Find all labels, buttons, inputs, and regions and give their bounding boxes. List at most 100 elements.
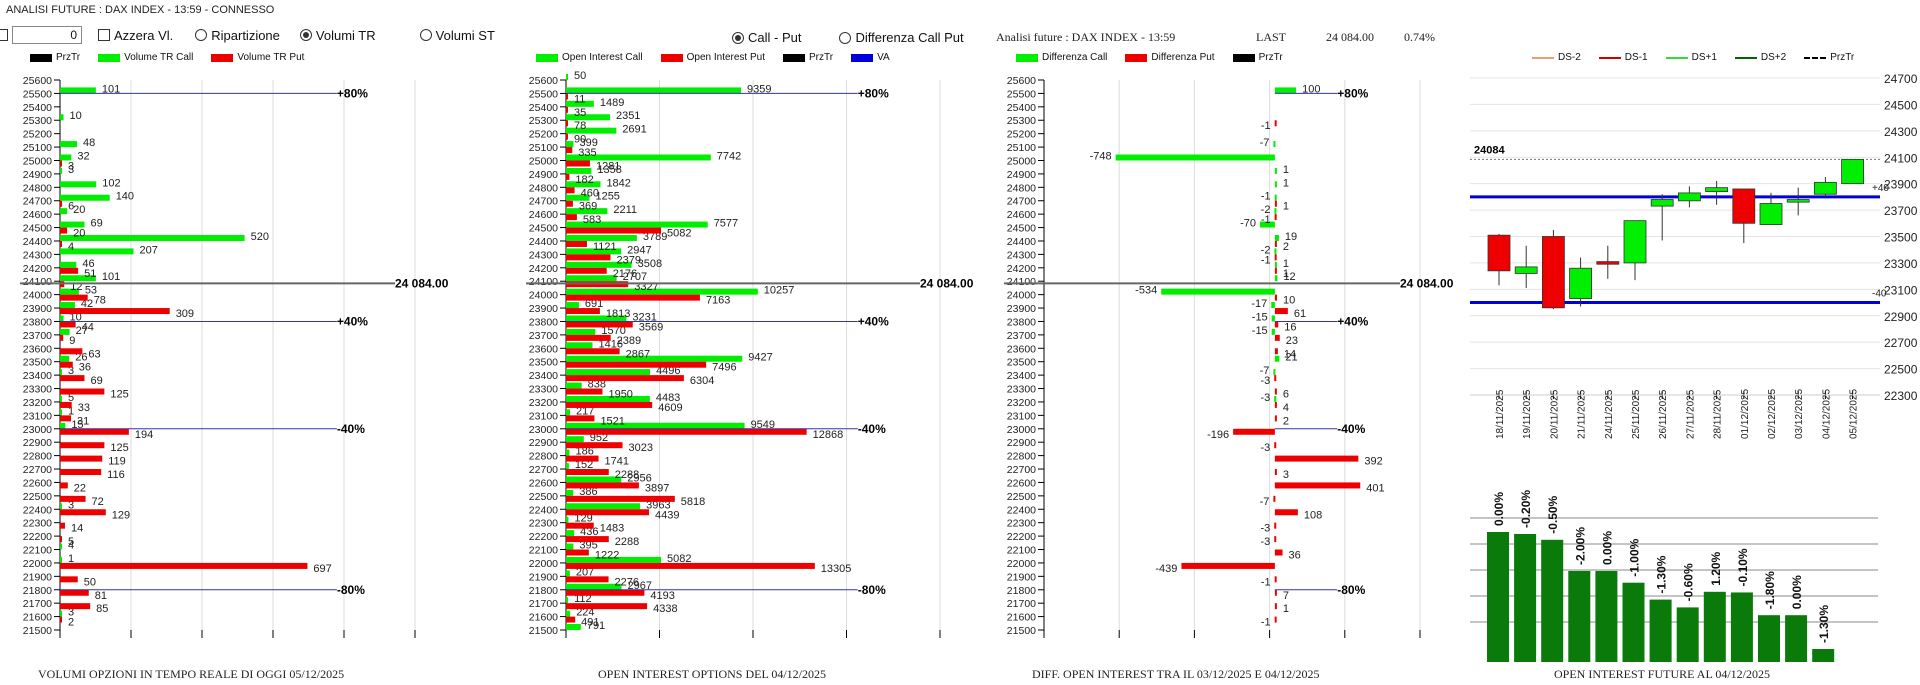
- candle-body: [1487, 234, 1511, 272]
- data-label: -534: [1135, 285, 1157, 297]
- y-tick-label: 21900: [1007, 571, 1036, 583]
- data-label: 81: [95, 590, 107, 602]
- data-label: 520: [251, 231, 269, 243]
- data-label: 224: [576, 607, 594, 619]
- y-tick-label: 25100: [23, 142, 52, 154]
- data-label: 22: [74, 482, 86, 494]
- data-label: 2947: [627, 244, 651, 256]
- y-tick-label: 24000: [529, 290, 558, 302]
- call-bar: [566, 369, 651, 376]
- radio-volumi-st[interactable]: [419, 29, 432, 41]
- reference-label: +40%: [1337, 314, 1368, 328]
- radio-ripartizione[interactable]: [195, 29, 208, 41]
- radio-volumi-tr[interactable]: [299, 29, 312, 41]
- data-label: 2: [1283, 415, 1289, 427]
- put-bar: [566, 321, 633, 328]
- y-tick-label: 22700: [1007, 464, 1036, 476]
- data-label: 399: [579, 137, 597, 149]
- data-label: -0.20%: [1519, 490, 1533, 528]
- y-tick-label: 23600: [1007, 343, 1036, 355]
- y-tick-label: 25000: [23, 155, 52, 167]
- candle-body: [1514, 266, 1538, 274]
- put-bar: [566, 173, 570, 180]
- y-tick-label: 24200: [529, 263, 558, 275]
- data-label: -2: [1261, 204, 1271, 216]
- y-tick-label: 24400: [529, 236, 558, 248]
- call-bar: [566, 181, 601, 188]
- call-bar: [566, 463, 569, 470]
- call-bar: [566, 328, 596, 335]
- azzera-checkbox[interactable]: [98, 29, 110, 41]
- data-label: 838: [588, 379, 606, 391]
- x-tick-label: 26/11/2025: [1658, 389, 1669, 439]
- put-bar: [1274, 469, 1277, 476]
- y-tick-label: 25600: [1007, 75, 1036, 87]
- y-tick-label: 23300: [1884, 257, 1918, 271]
- number-input[interactable]: 0: [12, 26, 82, 44]
- y-tick-label: 23000: [529, 424, 558, 436]
- reference-label: +80%: [337, 86, 368, 100]
- y-tick-label: 25300: [1007, 115, 1036, 127]
- data-label: 1358: [597, 164, 621, 176]
- data-label: 4439: [655, 509, 679, 521]
- left-checkbox[interactable]: [0, 29, 8, 41]
- data-label: -1: [1261, 214, 1271, 226]
- data-label: 72: [92, 496, 104, 508]
- put-bar: [1274, 388, 1277, 395]
- call-bar: [1271, 328, 1275, 335]
- candle-body: [1759, 203, 1783, 226]
- x-tick-label: 20/11/2025: [1549, 389, 1560, 439]
- data-label: 6: [1283, 389, 1289, 401]
- radio-volumi-st-label: Volumi ST: [435, 27, 495, 43]
- candle-body: [1677, 192, 1701, 202]
- put-bar: [1274, 616, 1277, 623]
- data-label: 3897: [645, 482, 669, 494]
- put-bar: [566, 334, 611, 341]
- put-bar: [1274, 536, 1277, 543]
- data-label: 108: [1304, 509, 1322, 521]
- put-bar: [566, 616, 576, 623]
- call-bar: [60, 610, 62, 617]
- put-bar: [1274, 120, 1277, 127]
- call-bar: [566, 597, 569, 604]
- y-tick-label: 23700: [1007, 330, 1036, 342]
- y-tick-label: 21700: [23, 598, 52, 610]
- data-label: -1: [1261, 254, 1271, 266]
- radio-diff-call-put[interactable]: [839, 31, 852, 44]
- oi-future-bar: [1649, 599, 1672, 662]
- candle-body: [1596, 261, 1620, 265]
- oi-future-caption: OPEN INTEREST FUTURE AL 04/12/2025: [1554, 667, 1771, 681]
- put-bar: [1274, 375, 1277, 382]
- data-label: 10: [70, 311, 82, 323]
- put-bar: [60, 589, 89, 596]
- data-label: 1: [1283, 603, 1289, 615]
- y-tick-label: 24900: [529, 169, 558, 181]
- y-tick-label: 24600: [23, 209, 52, 221]
- data-label: 3963: [646, 499, 670, 511]
- y-tick-label: 22800: [529, 451, 558, 463]
- data-label: 13305: [821, 563, 852, 575]
- data-label: -1: [1261, 191, 1271, 203]
- data-label: 2211: [613, 204, 637, 216]
- call-bar: [1271, 315, 1275, 322]
- x-tick-label: 24/11/2025: [1604, 389, 1615, 439]
- data-label: 2176: [613, 268, 637, 280]
- legend-label: PrzTr: [1830, 52, 1855, 63]
- x-tick-label: 28/11/2025: [1713, 389, 1724, 439]
- call-bar: [566, 476, 622, 483]
- put-bar: [1273, 495, 1276, 502]
- y-tick-label: 22700: [23, 464, 52, 476]
- call-bar: [1273, 141, 1276, 148]
- data-label: -3: [1260, 392, 1270, 404]
- data-label: -1.80%: [1763, 571, 1777, 609]
- call-bar: [60, 328, 70, 335]
- y-tick-label: 25100: [529, 142, 558, 154]
- call-bar: [566, 355, 743, 362]
- radio-call-put[interactable]: [732, 31, 744, 44]
- data-label: 1: [68, 553, 74, 565]
- y-tick-label: 24500: [23, 223, 52, 235]
- put-bar: [566, 227, 662, 234]
- data-label: 53: [85, 285, 97, 297]
- data-label: 436: [580, 526, 598, 538]
- call-bar: [566, 167, 592, 174]
